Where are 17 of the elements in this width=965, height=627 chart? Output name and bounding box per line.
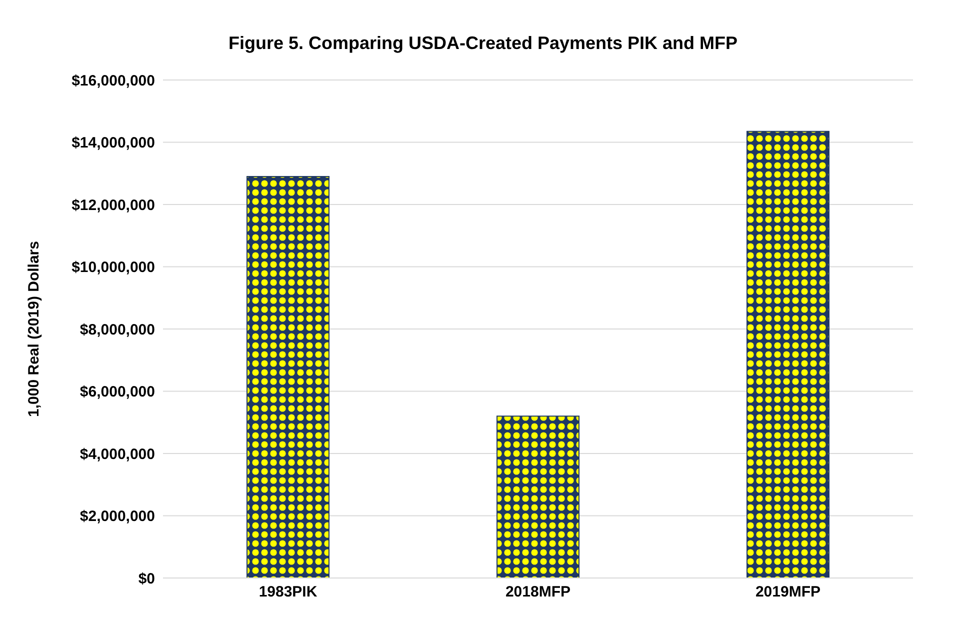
y-tick-label: $10,000,000 xyxy=(72,259,155,276)
bar xyxy=(246,176,330,578)
chart-title: Figure 5. Comparing USDA-Created Payments PIK and MFP xyxy=(227,33,739,54)
y-tick-label: $16,000,000 xyxy=(72,72,155,90)
x-tick-label: 1983PIK xyxy=(258,584,318,601)
bar xyxy=(496,416,580,578)
bar xyxy=(746,130,830,578)
y-axis-title: 1,000 Real (2019) Dollars xyxy=(25,241,42,417)
y-tick-label: $12,000,000 xyxy=(72,196,155,214)
y-tick-label: $2,000,000 xyxy=(80,508,155,526)
y-tick-label: $8,000,000 xyxy=(80,321,155,338)
y-tick-label: $0 xyxy=(138,570,155,588)
x-tick-label: 2019MFP xyxy=(755,584,821,601)
x-tick-label: 2018MFP xyxy=(505,584,571,601)
y-tick-label: $14,000,000 xyxy=(72,134,155,152)
y-tick-label: $4,000,000 xyxy=(80,446,155,463)
y-tick-label: $6,000,000 xyxy=(80,384,155,401)
